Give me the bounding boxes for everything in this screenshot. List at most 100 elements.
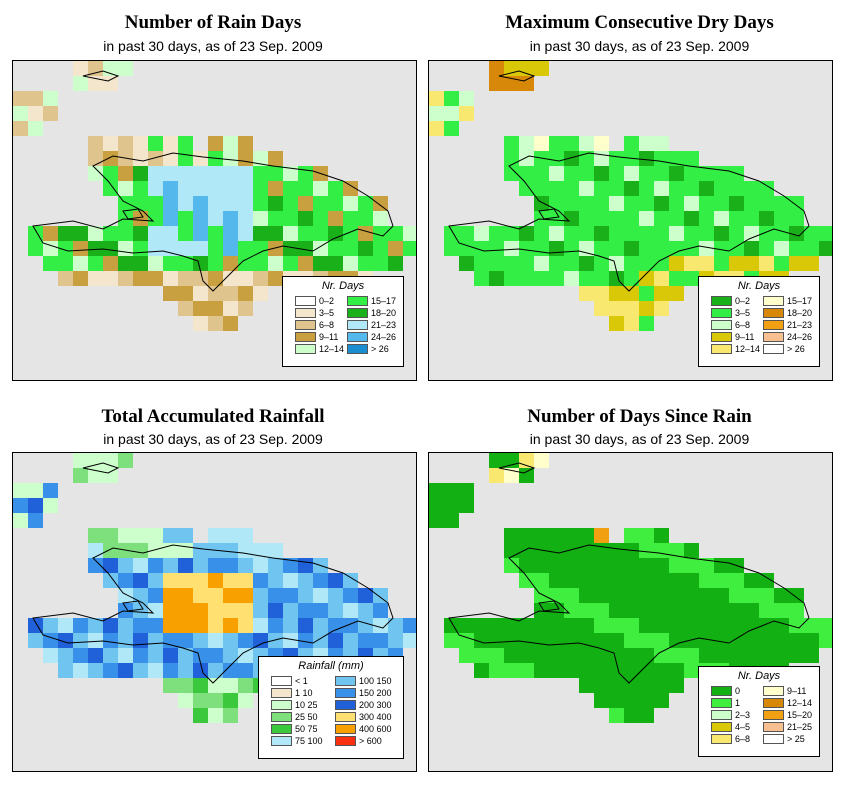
grid-cell [238, 588, 253, 603]
grid-cell [238, 573, 253, 588]
grid-cell [163, 271, 178, 286]
grid-cell [789, 256, 804, 271]
grid-cell [283, 588, 298, 603]
legend-swatch [763, 332, 784, 342]
grid-cell [654, 181, 669, 196]
grid-cell [669, 543, 684, 558]
grid-cell [474, 271, 489, 286]
grid-cell [654, 286, 669, 301]
grid-cell [744, 603, 759, 618]
grid-cell [504, 151, 519, 166]
grid-cell [178, 573, 193, 588]
grid-cell [28, 91, 43, 106]
grid-cell [118, 136, 133, 151]
grid-cell [759, 618, 774, 633]
grid-cell [729, 181, 744, 196]
legend-swatch [335, 724, 356, 734]
grid-cell [403, 633, 416, 648]
grid-cell [298, 573, 313, 588]
legend-swatch [335, 688, 356, 698]
grid-cell [519, 558, 534, 573]
grid-cell [519, 166, 534, 181]
grid-cell [744, 256, 759, 271]
legend-swatch [271, 712, 292, 722]
grid-cell [579, 588, 594, 603]
grid-cell [163, 588, 178, 603]
grid-cell [534, 241, 549, 256]
grid-cell [223, 558, 238, 573]
grid-cell [193, 603, 208, 618]
grid-cell [238, 256, 253, 271]
legend-label: > 26 [787, 344, 805, 354]
grid-cell [504, 558, 519, 573]
grid-cell [519, 241, 534, 256]
grid-cell [178, 286, 193, 301]
legend-label: < 1 [295, 676, 308, 686]
grid-cell [624, 603, 639, 618]
grid-cell [774, 241, 789, 256]
grid-cell [459, 256, 474, 271]
grid-cell [298, 558, 313, 573]
grid-cell [73, 61, 88, 76]
legend-swatch [295, 320, 316, 330]
legend-swatch [335, 712, 356, 722]
grid-cell [163, 136, 178, 151]
grid-cell [489, 468, 504, 483]
grid-cell [253, 271, 268, 286]
grid-cell [624, 648, 639, 663]
grid-cell [328, 211, 343, 226]
grid-cell [163, 648, 178, 663]
grid-cell [654, 271, 669, 286]
legend-item: 12–14 [711, 344, 760, 355]
legend-label: 24–26 [371, 332, 397, 342]
grid-cell [118, 241, 133, 256]
legend-item: 15–20 [763, 710, 812, 721]
grid-cell [774, 256, 789, 271]
grid-cell [519, 136, 534, 151]
grid-cell [549, 558, 564, 573]
grid-cell [639, 301, 654, 316]
grid-cell [178, 301, 193, 316]
grid-cell [103, 181, 118, 196]
grid-cell [118, 211, 133, 226]
grid-cell [759, 603, 774, 618]
grid-cell [594, 166, 609, 181]
grid-cell [283, 241, 298, 256]
grid-cell [223, 316, 238, 331]
grid-cell [223, 633, 238, 648]
grid-cell [238, 528, 253, 543]
grid-cell [729, 573, 744, 588]
grid-cell [564, 271, 579, 286]
grid-cell [774, 211, 789, 226]
total-rain-map: Rainfall (mm) < 1 1 10 10 25 25 50 50 75 75 1… [12, 452, 417, 772]
grid-cell [594, 663, 609, 678]
grid-cell [88, 226, 103, 241]
dry-days-map: Nr. Days 0–2 3–5 6–8 9–11 12–14 15–17 18–20 21–… [428, 60, 833, 381]
grid-cell [148, 618, 163, 633]
rain-days-map: Nr. Days 0–2 3–5 6–8 9–11 12–14 15–17 18–20 21–… [12, 60, 417, 381]
grid-cell [313, 211, 328, 226]
grid-cell [684, 618, 699, 633]
grid-cell [579, 136, 594, 151]
grid-cell [699, 633, 714, 648]
grid-cell [669, 286, 684, 301]
grid-cell [133, 618, 148, 633]
grid-cell [684, 603, 699, 618]
grid-cell [444, 498, 459, 513]
grid-cell [669, 256, 684, 271]
grid-cell [43, 633, 58, 648]
grid-cell [283, 558, 298, 573]
grid-cell [253, 588, 268, 603]
grid-cell [504, 528, 519, 543]
panel-subtitle: in past 30 days, as of 23 Sep. 2009 [103, 431, 323, 447]
grid-cell [789, 588, 804, 603]
grid-cell [579, 558, 594, 573]
grid-cell [699, 196, 714, 211]
dry-days-panel: Maximum Consecutive Dry Days in past 30 … [426, 0, 853, 390]
grid-cell [223, 136, 238, 151]
grid-cell [744, 226, 759, 241]
grid-cell [328, 603, 343, 618]
grid-cell [564, 211, 579, 226]
legend-swatch [271, 724, 292, 734]
grid-cell [429, 513, 444, 528]
